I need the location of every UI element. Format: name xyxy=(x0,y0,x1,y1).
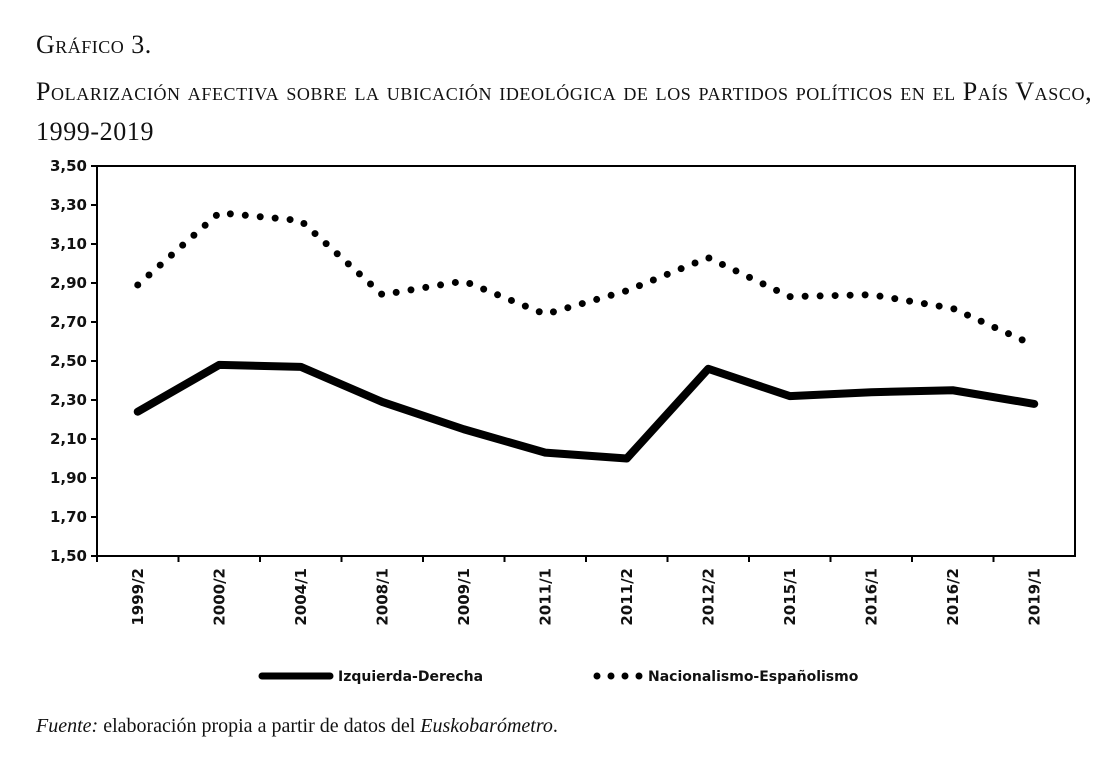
x-tick-label: 2015/1 xyxy=(781,568,799,626)
series-line-1 xyxy=(134,209,1038,349)
x-tick-label: 2012/2 xyxy=(699,568,717,626)
y-tick-label: 3,10 xyxy=(50,235,87,253)
y-tick-label: 1,90 xyxy=(50,469,87,487)
x-tick-label: 2016/2 xyxy=(944,568,962,626)
x-tick-label: 2004/1 xyxy=(292,568,310,626)
x-tick-label: 2009/1 xyxy=(455,568,473,626)
y-tick-label: 1,70 xyxy=(50,508,87,526)
y-tick-label: 2,30 xyxy=(50,391,87,409)
series-line-0 xyxy=(133,360,1039,463)
chart-title: Polarización afectiva sobre la ubicación… xyxy=(36,77,1093,146)
x-tick-label: 2016/1 xyxy=(862,568,880,626)
legend-label: Nacionalismo-Españolismo xyxy=(648,669,859,685)
figure-label: Gráfico 3. xyxy=(36,30,152,59)
source-name: Euskobarómetro xyxy=(420,715,553,737)
y-tick-label: 2,10 xyxy=(50,430,87,448)
x-tick-label: 2008/1 xyxy=(373,568,391,626)
x-tick-label: 1999/2 xyxy=(129,568,147,626)
x-tick-label: 2011/1 xyxy=(536,568,554,626)
source-label: Fuente: xyxy=(36,715,99,737)
y-tick-label: 2,70 xyxy=(50,313,87,331)
y-tick-label: 3,50 xyxy=(50,157,87,175)
legend-label: Izquierda-Derecha xyxy=(338,669,483,685)
plot-area xyxy=(96,165,1076,557)
x-tick-label: 2019/1 xyxy=(1025,568,1043,626)
x-tick-label: 2000/2 xyxy=(210,568,228,626)
y-tick-label: 1,50 xyxy=(50,547,87,565)
x-tick-label: 2011/2 xyxy=(618,568,636,626)
source-end: . xyxy=(552,715,558,737)
y-tick-label: 2,50 xyxy=(50,352,87,370)
y-tick-label: 2,90 xyxy=(50,274,87,292)
source-text: elaboración propia a partir de datos del xyxy=(98,715,421,737)
source-note: Fuente: elaboración propia a partir de d… xyxy=(36,715,558,738)
y-tick-label: 3,30 xyxy=(50,196,87,214)
